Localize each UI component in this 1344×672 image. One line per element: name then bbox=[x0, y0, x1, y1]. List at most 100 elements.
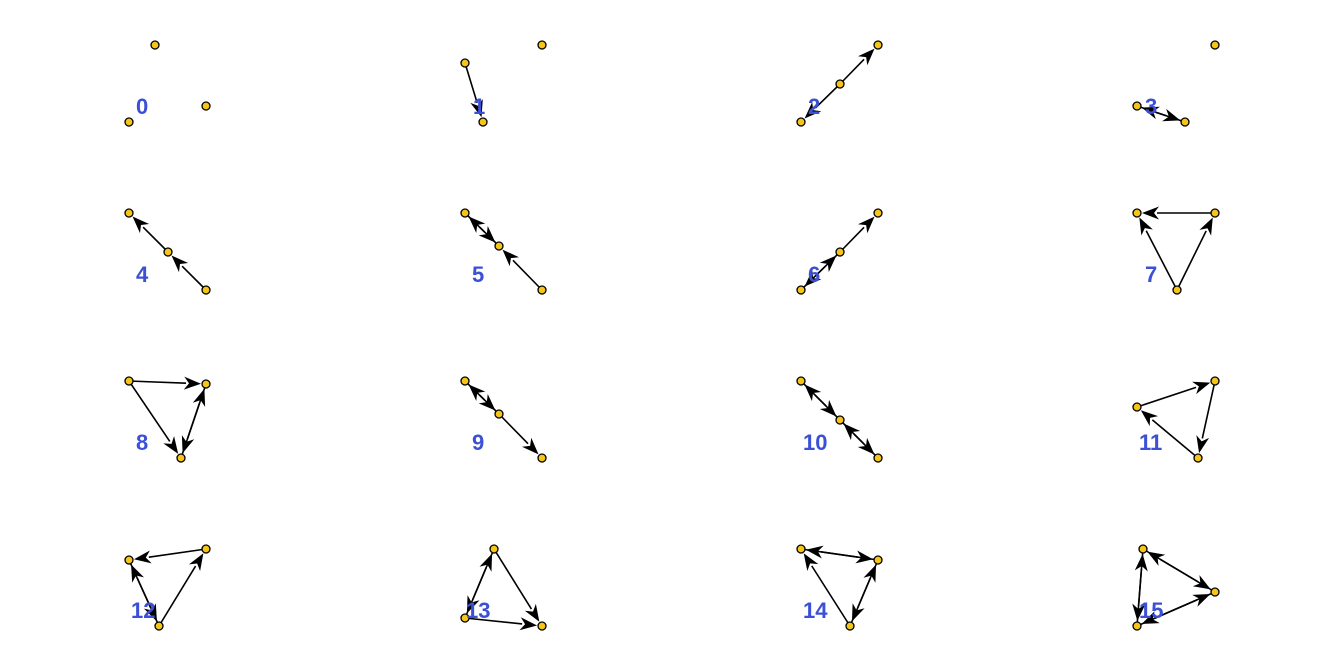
edge-line bbox=[142, 226, 169, 253]
edge-line bbox=[464, 62, 478, 104]
graph-label: 5 bbox=[472, 262, 484, 287]
node-2 bbox=[537, 621, 547, 631]
node-1 bbox=[201, 544, 211, 554]
arrow-head bbox=[171, 255, 189, 273]
graph-label: 14 bbox=[803, 598, 828, 623]
node-2 bbox=[124, 117, 134, 127]
node-1 bbox=[1210, 587, 1220, 597]
graph-6: 6 bbox=[796, 208, 883, 295]
arrow-head bbox=[478, 394, 496, 411]
arrow-head bbox=[1142, 206, 1159, 220]
edge-line bbox=[814, 83, 841, 109]
node-2 bbox=[796, 117, 806, 127]
node-1 bbox=[201, 101, 211, 111]
node-2 bbox=[1172, 285, 1182, 295]
edge-line bbox=[1136, 386, 1197, 408]
node-2 bbox=[537, 40, 547, 50]
graph-label: 9 bbox=[472, 430, 484, 455]
node-1 bbox=[460, 613, 470, 623]
arrow-head bbox=[1196, 435, 1210, 454]
node-2 bbox=[845, 621, 855, 631]
node-1 bbox=[873, 555, 883, 565]
graph-label: 6 bbox=[808, 262, 820, 287]
graph-label: 15 bbox=[1139, 598, 1163, 623]
graph-9: 9 bbox=[460, 376, 547, 463]
graph-1: 1 bbox=[460, 40, 547, 127]
node-2 bbox=[1193, 453, 1203, 463]
node-1 bbox=[494, 409, 504, 419]
node-1 bbox=[1210, 376, 1220, 386]
arrow-head bbox=[857, 216, 875, 234]
arrow-head bbox=[1140, 410, 1159, 427]
node-2 bbox=[537, 285, 547, 295]
arrow-head bbox=[803, 553, 819, 572]
arrow-head bbox=[1134, 553, 1148, 572]
edge-line bbox=[512, 259, 543, 291]
node-0 bbox=[873, 40, 883, 50]
graph-5: 5 bbox=[460, 208, 547, 295]
arrow-head bbox=[133, 550, 152, 564]
node-2 bbox=[1210, 40, 1220, 50]
node-0 bbox=[460, 376, 470, 386]
edge-line bbox=[464, 617, 523, 625]
graph-15: 15 bbox=[1132, 544, 1220, 631]
edge-line bbox=[1136, 568, 1143, 627]
edge-line bbox=[857, 559, 879, 608]
node-1 bbox=[494, 241, 504, 251]
node-2 bbox=[176, 453, 186, 463]
graph-label: 4 bbox=[136, 262, 149, 287]
arrow-head bbox=[470, 99, 483, 118]
graph-label: 11 bbox=[1139, 430, 1162, 455]
arrow-head bbox=[1147, 551, 1166, 566]
edge-line bbox=[464, 567, 487, 619]
arrow-head bbox=[163, 436, 179, 454]
arrow-head bbox=[188, 553, 204, 572]
node-0 bbox=[460, 208, 470, 218]
node-0 bbox=[1132, 101, 1142, 111]
graph-14: 14 bbox=[796, 544, 883, 631]
graph-8: 8 bbox=[124, 376, 211, 463]
arrow-head bbox=[1141, 106, 1160, 120]
arrow-head bbox=[804, 384, 822, 402]
graph-12: 12 bbox=[124, 544, 211, 631]
arrow-head bbox=[519, 617, 538, 631]
graph-label: 8 bbox=[136, 430, 148, 455]
arrow-head bbox=[183, 376, 202, 390]
arrow-head bbox=[192, 388, 206, 407]
graph-13: 13 bbox=[460, 544, 547, 631]
edge-line bbox=[1201, 380, 1216, 439]
arrow-head bbox=[855, 550, 874, 564]
graph-3: 3 bbox=[1132, 40, 1220, 127]
arrow-head bbox=[1141, 611, 1160, 625]
arrow-head bbox=[804, 101, 822, 119]
node-0 bbox=[796, 376, 806, 386]
graph-label: 1 bbox=[473, 94, 485, 119]
edge-line bbox=[820, 551, 879, 561]
edge-line bbox=[811, 565, 851, 627]
arrow-head bbox=[1199, 217, 1213, 236]
node-0 bbox=[124, 555, 134, 565]
edge-line bbox=[814, 251, 841, 277]
arrow-head bbox=[466, 595, 480, 614]
node-0 bbox=[796, 285, 806, 295]
edge-line bbox=[853, 433, 879, 459]
node-2 bbox=[873, 208, 883, 218]
node-1 bbox=[163, 247, 173, 257]
graph-2: 2 bbox=[796, 40, 883, 127]
node-0 bbox=[1138, 544, 1148, 554]
arrow-head bbox=[857, 48, 875, 66]
node-1 bbox=[835, 79, 845, 89]
edge-line bbox=[839, 226, 865, 253]
graph-label: 3 bbox=[1145, 94, 1157, 119]
node-1 bbox=[835, 415, 845, 425]
edge-line bbox=[128, 380, 187, 385]
node-0 bbox=[1132, 402, 1142, 412]
edge-line bbox=[1145, 230, 1178, 291]
edge-line bbox=[1151, 419, 1199, 459]
graph-0: 0 bbox=[124, 40, 211, 127]
graph-label: 7 bbox=[1145, 262, 1157, 287]
arrow-head bbox=[843, 423, 861, 441]
edge-line bbox=[814, 394, 841, 421]
edge-line bbox=[180, 402, 201, 459]
